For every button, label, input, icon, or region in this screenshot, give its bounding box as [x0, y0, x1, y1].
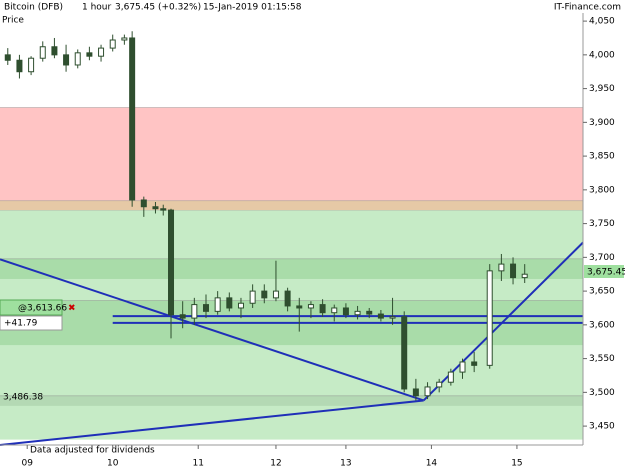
- x-tick-label: 10: [107, 459, 119, 469]
- last-price-box: [584, 265, 624, 278]
- interval: 1 hour: [82, 3, 112, 13]
- candle-body: [424, 386, 431, 397]
- candle-body: [296, 305, 303, 309]
- x-tick-label: 13: [340, 459, 351, 469]
- candle-body: [498, 263, 505, 272]
- candle-body: [214, 297, 221, 312]
- x-tick-label: 09: [21, 459, 33, 469]
- close-icon[interactable]: ✖: [68, 304, 76, 314]
- y-tick-label: 3,850: [589, 152, 615, 162]
- timestamp: 15-Jan-2019 01:15:58: [203, 3, 302, 13]
- y-tick-label: 3,550: [589, 354, 615, 364]
- quote: 3,675.45 (+0.32%): [115, 3, 201, 13]
- trendline: [0, 399, 424, 446]
- candle-body: [272, 290, 279, 299]
- zone: [0, 395, 583, 406]
- y-tick-label: 3,650: [589, 287, 615, 297]
- x-tick-label: 14: [426, 459, 438, 469]
- y-tick-label: 3,750: [589, 219, 615, 229]
- level-change: +41.79: [4, 319, 38, 329]
- candle-body: [389, 316, 396, 319]
- y-label: Price: [2, 16, 24, 26]
- header-bar: [0, 0, 625, 13]
- x-tick-label: 11: [192, 459, 203, 469]
- candle-body: [226, 297, 233, 309]
- symbol: Bitcoin (DFB): [4, 3, 63, 13]
- candle-body: [168, 209, 175, 316]
- candle-body: [354, 310, 361, 316]
- candle-body: [121, 37, 128, 41]
- candle-body: [377, 313, 384, 319]
- candle-body: [447, 371, 454, 383]
- footer-note: Data adjusted for dividends: [30, 446, 155, 456]
- y-tick-label: 3,800: [589, 185, 615, 195]
- brand: IT-Finance.com: [554, 3, 621, 13]
- candle-body: [471, 361, 478, 366]
- candle-body: [319, 304, 326, 314]
- candle-body: [459, 361, 466, 373]
- y-tick-label: 3,500: [589, 388, 615, 398]
- candle-body: [28, 57, 35, 73]
- y-tick-label: 3,900: [589, 118, 615, 128]
- candle-body: [331, 307, 338, 314]
- candle-body: [4, 54, 11, 61]
- candle-body: [86, 52, 93, 57]
- zone: [0, 107, 583, 201]
- candle-body: [284, 290, 291, 307]
- candle-body: [98, 47, 105, 57]
- candle-body: [436, 381, 443, 388]
- candle-body: [366, 310, 373, 315]
- level-price-box: [0, 299, 63, 316]
- candle-body: [51, 46, 58, 56]
- candles: [4, 31, 528, 401]
- low-mark: 3,486.38: [3, 393, 43, 403]
- x-tick-label: 12: [270, 459, 281, 469]
- candle-body: [412, 388, 419, 397]
- candle-body: [249, 290, 256, 304]
- candle-body: [16, 59, 23, 73]
- level-price: @3,613.66: [18, 304, 67, 314]
- candle-body: [179, 314, 186, 319]
- candle-body: [129, 37, 136, 201]
- y-label-box: [0, 14, 24, 26]
- candle-body: [307, 304, 314, 309]
- candle-body: [63, 54, 70, 66]
- candle-body: [510, 263, 517, 279]
- y-tick-label: 3,450: [589, 422, 615, 432]
- candle-body: [261, 290, 268, 299]
- y-tick-label: 3,600: [589, 320, 615, 330]
- candle-body: [152, 206, 159, 210]
- y-tick-label: 3,950: [589, 84, 615, 94]
- candle-body: [486, 270, 493, 366]
- candle-body: [39, 46, 46, 59]
- last-price: 3,675.45: [587, 268, 625, 278]
- y-tick-label: 3,700: [589, 253, 615, 263]
- y-tick-label: 4,000: [589, 50, 615, 60]
- candle-body: [202, 304, 209, 312]
- level-change-box: [0, 315, 63, 331]
- candle-body: [140, 199, 147, 208]
- candle-body: [109, 39, 116, 49]
- candle-body: [342, 307, 349, 316]
- candle-body: [74, 52, 81, 66]
- zone: [0, 200, 583, 211]
- candle-body: [160, 208, 167, 211]
- candle-body: [191, 304, 198, 319]
- candle-body: [237, 302, 244, 309]
- candle-body: [521, 273, 528, 279]
- x-tick-label: 15: [511, 459, 522, 469]
- zones: [0, 107, 583, 440]
- trendline: [0, 258, 424, 402]
- y-tick-label: 4,050: [589, 17, 615, 27]
- candle-body: [401, 316, 408, 390]
- zone: [0, 258, 583, 279]
